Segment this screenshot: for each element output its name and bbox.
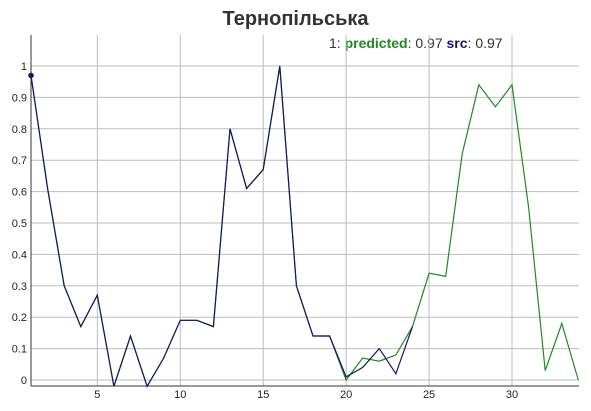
series-line-predicted <box>30 65 579 388</box>
x-tick-label: 15 <box>257 389 269 401</box>
x-tick-label: 5 <box>94 389 100 401</box>
y-tick-label: 0.8 <box>12 124 27 136</box>
x-tick-label: 30 <box>506 389 518 401</box>
y-tick-label: 0 <box>21 375 27 387</box>
y-tick-label: 0.2 <box>12 312 27 324</box>
y-tick-label: 0.5 <box>12 218 27 230</box>
series-point-src <box>28 72 34 79</box>
x-tick-label: 10 <box>174 389 186 401</box>
y-tick-label: 0.7 <box>12 155 27 167</box>
x-tick-label: 20 <box>340 389 352 401</box>
y-tick-label: 0.6 <box>12 187 27 199</box>
tick-labels: 5 10 15 20 25 30 0 0.1 0.2 0.3 0.4 0.5 0.6 0.7 0.8 0.9 1 <box>12 61 518 401</box>
legend-src-label: src <box>446 35 468 51</box>
legend-index: 1 <box>329 35 337 51</box>
series-lines <box>30 65 579 388</box>
y-tick-label: 0.4 <box>12 249 27 261</box>
legend-src-value: 0.97 <box>475 35 503 51</box>
grid <box>31 35 579 386</box>
series-points <box>28 72 34 79</box>
series-line-src <box>30 65 414 388</box>
legend-predicted-label: predicted <box>344 35 408 51</box>
x-tick-label: 25 <box>423 389 435 401</box>
y-tick-label: 0.1 <box>12 344 27 356</box>
axes <box>30 35 579 387</box>
y-tick-label: 0.9 <box>12 92 27 104</box>
y-tick-label: 0.3 <box>12 281 27 293</box>
chart-title: Тернопільська <box>222 8 369 30</box>
y-tick-label: 1 <box>21 61 27 73</box>
